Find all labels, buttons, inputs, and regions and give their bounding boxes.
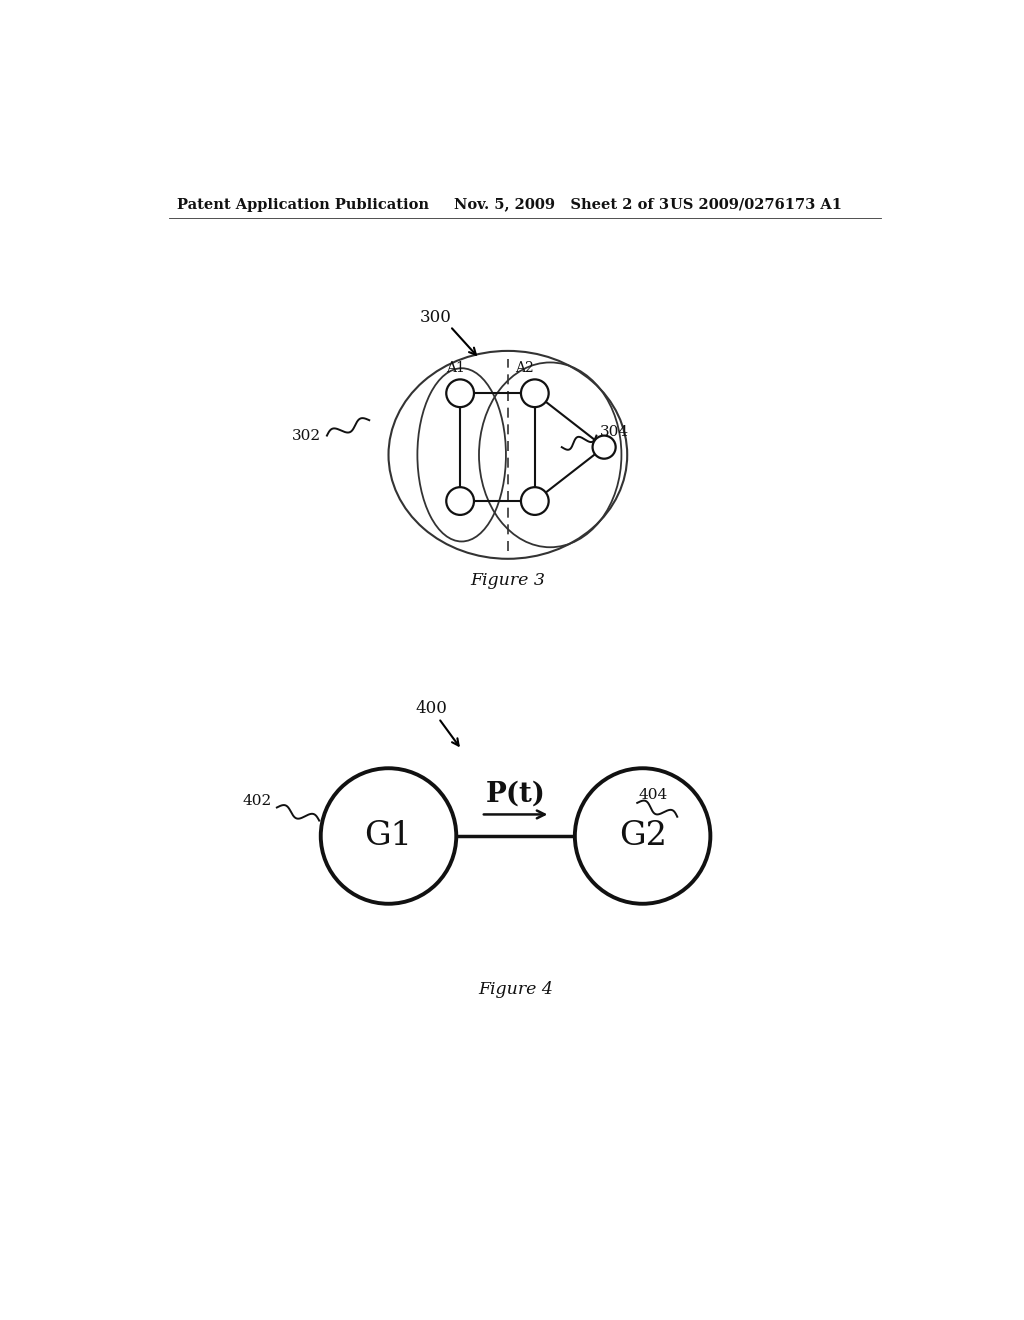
Text: Patent Application Publication: Patent Application Publication: [177, 198, 429, 211]
Text: Figure 3: Figure 3: [470, 572, 546, 589]
Text: G1: G1: [365, 820, 413, 851]
Text: 404: 404: [639, 788, 668, 803]
Text: 400: 400: [416, 700, 447, 717]
Circle shape: [521, 487, 549, 515]
Text: Nov. 5, 2009   Sheet 2 of 3: Nov. 5, 2009 Sheet 2 of 3: [454, 198, 669, 211]
Circle shape: [593, 436, 615, 459]
Circle shape: [446, 487, 474, 515]
Text: P(t): P(t): [485, 780, 546, 807]
Circle shape: [446, 379, 474, 407]
Text: 300: 300: [419, 309, 452, 326]
Text: A2: A2: [515, 360, 535, 375]
Circle shape: [574, 768, 711, 904]
Circle shape: [321, 768, 457, 904]
Circle shape: [521, 379, 549, 407]
Text: 302: 302: [292, 429, 322, 442]
Text: G2: G2: [618, 820, 667, 851]
Text: A1: A1: [446, 360, 465, 375]
Text: 304: 304: [600, 425, 630, 438]
Text: US 2009/0276173 A1: US 2009/0276173 A1: [670, 198, 842, 211]
Text: 402: 402: [243, 795, 271, 808]
Text: Figure 4: Figure 4: [478, 982, 553, 998]
